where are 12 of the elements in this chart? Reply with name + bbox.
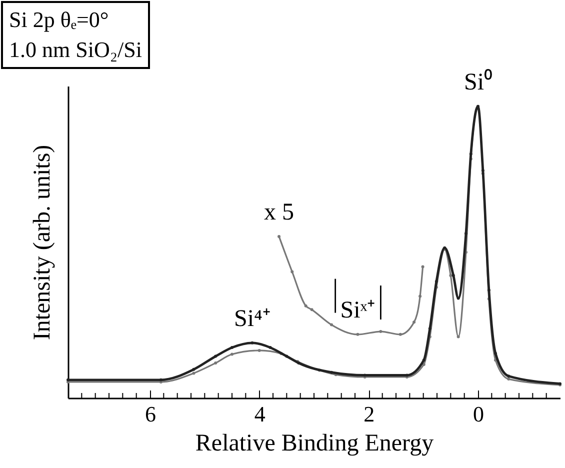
y-axis-title: Intensity (arb. units) [30, 144, 56, 340]
x-axis-title: Relative Binding Energy [195, 430, 434, 456]
annotation: x 5 [264, 199, 294, 226]
text: 1.0 nm SiO₂/Si [9, 36, 142, 64]
annotation: Si⁴⁺ [234, 306, 270, 332]
x-tick-label: 6 [145, 402, 156, 426]
x-tick-label: 0 [473, 402, 484, 426]
x-tick-label: 2 [364, 402, 375, 426]
annotation: Si⁰ [464, 68, 492, 96]
text: Si 2p θₑ=0° [9, 6, 110, 34]
x-tick-label: 4 [254, 402, 266, 426]
annotation: Siˣ⁺ [340, 297, 376, 324]
